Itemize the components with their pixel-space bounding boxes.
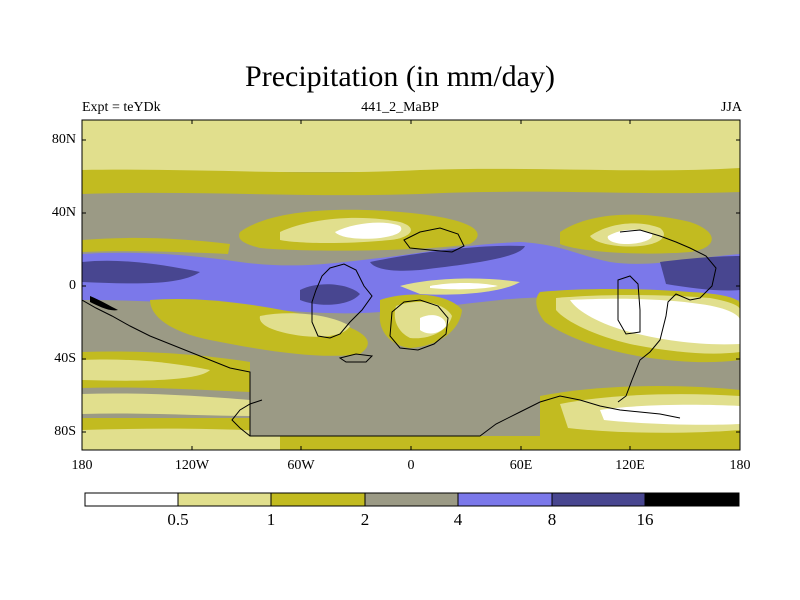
lon-label-120w: 120W [174, 458, 210, 473]
lat-label-80s: 80S [54, 424, 76, 439]
colorbar-box-4 [457, 492, 553, 507]
lat-label-80n: 80N [51, 132, 76, 147]
field-arctic-light [82, 120, 740, 172]
colorbar-box-3 [364, 492, 459, 507]
field-sepac-light [259, 313, 350, 337]
field-wpac-darkblue [660, 256, 740, 291]
lat-label-0: 0 [69, 278, 76, 293]
coastline-australia [617, 275, 641, 335]
colorbar-label-4: 4 [453, 510, 463, 529]
coastline-south-america [311, 263, 373, 339]
lon-label-180w: 180 [71, 458, 93, 473]
lon-label-120e: 120E [615, 458, 645, 473]
colorbar-box-0 [84, 492, 179, 507]
coastline-north-africa [403, 227, 465, 253]
field-atlantic-darkblue [370, 245, 525, 271]
field-africa-white [420, 315, 446, 334]
colorbar-label-2: 2 [360, 510, 370, 529]
lon-label-0: 0 [407, 458, 415, 473]
colorbar-box-5 [551, 492, 646, 507]
lon-label-60w: 60W [287, 458, 315, 473]
field-south-light-left [82, 359, 210, 381]
colorbar [84, 492, 740, 507]
plot-title: Precipitation (in mm/day) [245, 60, 555, 93]
lat-label-40n: 40N [51, 205, 76, 220]
coastline-antarctica [82, 299, 681, 437]
coastline-peninsula [231, 399, 263, 437]
lat-label-40s: 40S [54, 351, 76, 366]
field-asia-white [607, 229, 653, 244]
field-pacific-darkblue [82, 260, 200, 284]
lon-label-180e: 180 [729, 458, 751, 473]
season-label: JJA [720, 100, 742, 115]
field-sepac-olive [150, 298, 368, 356]
field-na-white [335, 222, 402, 239]
colorbar-label-1: 1 [266, 510, 276, 529]
field-antarctic-light [82, 428, 280, 450]
colorbar-box-1 [177, 492, 272, 507]
map-field [82, 120, 740, 450]
field-equator-white [430, 283, 498, 290]
coastline-south-africa [389, 299, 449, 351]
field-south-white-right [600, 404, 740, 425]
coastlines [82, 227, 717, 437]
colorbar-box-6 [644, 492, 740, 507]
field-max-black [90, 296, 118, 311]
field-north-olive-band [82, 168, 740, 196]
colorbar-box-2 [270, 492, 366, 507]
colorbar-label-16: 16 [636, 510, 654, 529]
field-south-light-left2 [82, 393, 250, 416]
field-sa-darkblue [300, 284, 360, 305]
field-antarctica-gray [250, 372, 540, 436]
time-period-label: 441_2_MaBP [361, 100, 439, 115]
lon-label-60e: 60E [509, 458, 533, 473]
field-australia-white [570, 298, 740, 345]
colorbar-label-8: 8 [547, 510, 557, 529]
coastline-asia [617, 229, 717, 403]
axis-ticks [82, 120, 740, 450]
colorbar-label-0-5: 0.5 [167, 510, 189, 529]
field-pacific-olive [82, 237, 230, 254]
experiment-label: Expt = teYDk [82, 100, 161, 115]
coastline-island [338, 353, 374, 363]
